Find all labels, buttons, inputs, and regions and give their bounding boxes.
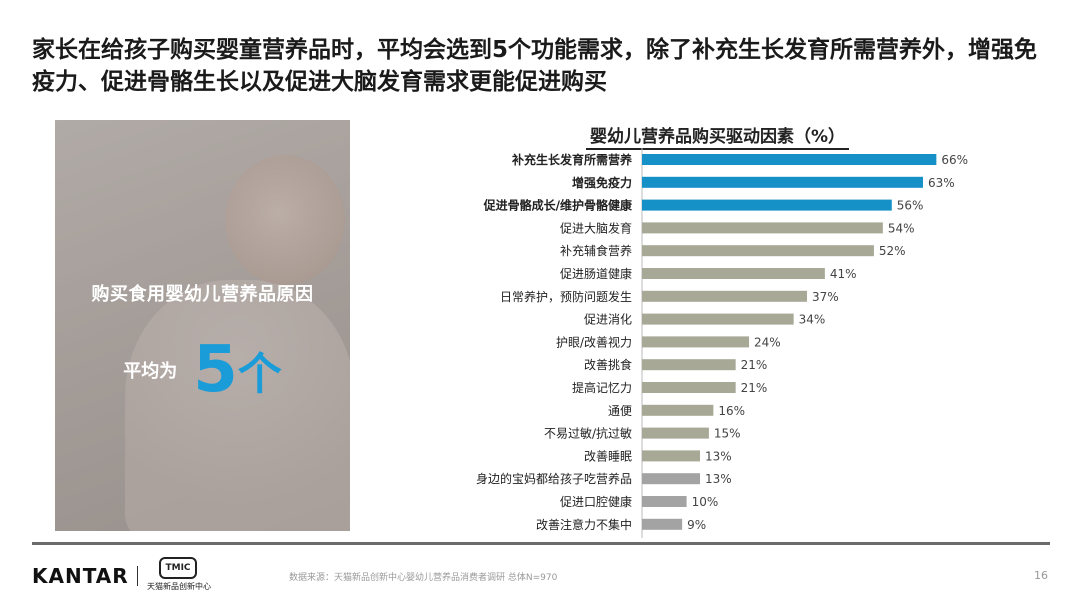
baby-photo-head <box>225 155 345 285</box>
category-label: 促进肠道健康 <box>560 266 632 281</box>
bar-value-label: 9% <box>687 518 706 532</box>
category-label: 护眼/改善视力 <box>556 334 632 349</box>
bar <box>642 336 750 348</box>
bar-value-label: 37% <box>812 290 839 304</box>
bar-value-label: 15% <box>714 427 741 441</box>
category-label: 促进口腔健康 <box>560 494 632 509</box>
chart-title: 婴幼儿营养品购买驱动因素（%） <box>586 122 850 150</box>
average-value: 5 <box>193 333 238 407</box>
kantar-logo: KANTAR <box>32 564 129 588</box>
category-label: 改善睡眠 <box>584 448 632 463</box>
category-label: 促进消化 <box>584 313 632 327</box>
bar <box>642 199 892 211</box>
bar-value-label: 34% <box>799 313 826 327</box>
category-label: 通便 <box>608 404 632 418</box>
bar <box>642 176 923 188</box>
bar <box>642 290 808 302</box>
driver-bar-chart: 补充生长发育所需营养 66% 增强免疫力 63% 促进骨骼成长/维护骨骼健康 56% 促进大… <box>476 148 968 538</box>
bar <box>642 313 794 325</box>
bar <box>642 427 709 439</box>
bar-value-label: 52% <box>879 244 906 258</box>
bar <box>642 518 683 530</box>
photo-overlay <box>55 120 350 531</box>
bar <box>642 496 687 507</box>
category-label: 增强免疫力 <box>572 175 632 190</box>
page-number: 16 <box>1034 569 1048 582</box>
tmic-logo-name: 天猫新品创新中心 <box>147 582 211 591</box>
bar <box>642 359 736 371</box>
bar <box>642 450 700 462</box>
bar-value-label: 56% <box>897 199 924 213</box>
photo-panel-label: 购买食用婴幼儿营养品原因 <box>91 284 314 305</box>
bar <box>642 382 736 393</box>
category-label: 不易过敏/抗过敏 <box>544 426 632 441</box>
average-unit: 个 <box>237 349 282 400</box>
bar <box>642 268 825 279</box>
bar <box>642 222 883 234</box>
category-label: 促进大脑发育 <box>560 220 632 235</box>
bar-value-label: 41% <box>830 267 857 281</box>
category-label: 补充辅食营养 <box>560 243 632 258</box>
footer-divider <box>32 542 1050 545</box>
category-label: 促进骨骼成长/维护骨骼健康 <box>483 198 633 213</box>
bar <box>642 245 874 257</box>
category-label: 改善注意力不集中 <box>536 517 632 532</box>
bar-value-label: 13% <box>705 449 732 463</box>
bar <box>642 154 937 165</box>
average-prefix: 平均为 <box>123 361 178 382</box>
bar-value-label: 13% <box>705 472 732 486</box>
category-label: 身边的宝妈都给孩子吃营养品 <box>476 471 632 486</box>
bar-value-label: 24% <box>754 335 781 349</box>
footer-logo-separator <box>137 566 138 586</box>
bar-value-label: 21% <box>741 381 768 395</box>
category-label: 日常养护，预防问题发生 <box>500 289 632 304</box>
bar-value-label: 16% <box>718 404 745 418</box>
tmic-logo: TMIC 天猫新品创新中心 <box>147 557 211 597</box>
category-label: 改善挑食 <box>584 357 632 372</box>
average-callout: 平均为 5个 <box>55 335 350 405</box>
bar-value-label: 21% <box>741 358 768 372</box>
bar <box>642 473 700 485</box>
tmic-logo-mark: TMIC <box>159 557 197 579</box>
bar <box>642 404 714 416</box>
data-source-note: 数据来源：天猫新品创新中心婴幼儿营养品消费者调研 总体N=970 <box>289 573 558 583</box>
category-label: 补充生长发育所需营养 <box>511 152 632 167</box>
page-headline: 家长在给孩子购买婴童营养品时，平均会选到5个功能需求，除了补充生长发育所需营养外… <box>32 37 1038 95</box>
category-label: 提高记忆力 <box>572 380 632 395</box>
bar-value-label: 54% <box>888 221 915 235</box>
bar-value-label: 63% <box>928 176 955 190</box>
bar-value-label: 10% <box>692 495 719 509</box>
baby-photo-panel: 购买食用婴幼儿营养品原因 平均为 5个 <box>55 120 350 531</box>
bar-value-label: 66% <box>941 153 968 167</box>
baby-photo-body <box>125 280 350 531</box>
